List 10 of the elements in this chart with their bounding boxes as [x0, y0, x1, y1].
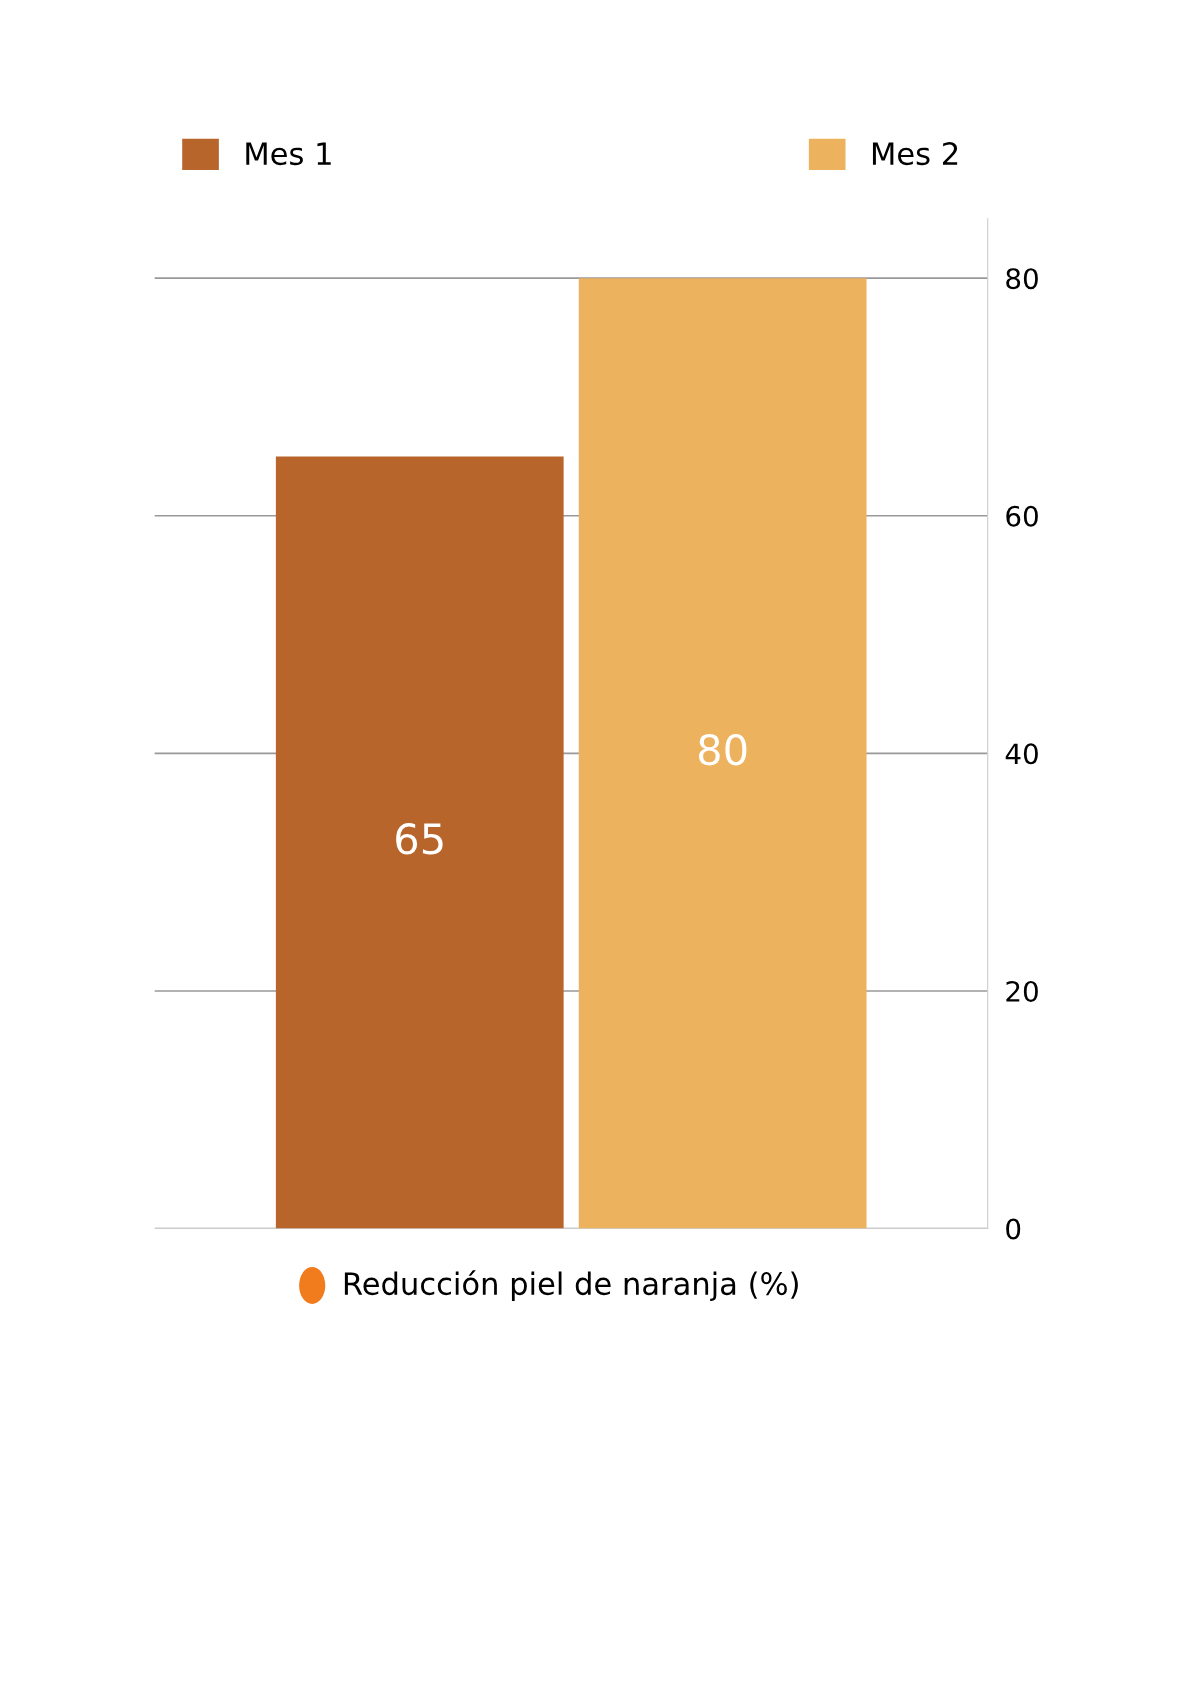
x-tick-label: Reducción piel de naranja (%) [344, 1270, 798, 1302]
data-label: 80 [698, 733, 747, 766]
y-tick-label: 80 [1006, 268, 1038, 290]
y-tick-label: 40 [1005, 743, 1038, 765]
y-tick-label: 0 [1006, 1218, 1021, 1240]
legend-label: Mes 2 [872, 142, 958, 166]
data-label: 65 [396, 823, 443, 855]
y-tick-label: 20 [1006, 980, 1038, 1002]
legend-label: Mes 1 [246, 142, 331, 166]
y-tick-label: 60 [1006, 505, 1038, 527]
